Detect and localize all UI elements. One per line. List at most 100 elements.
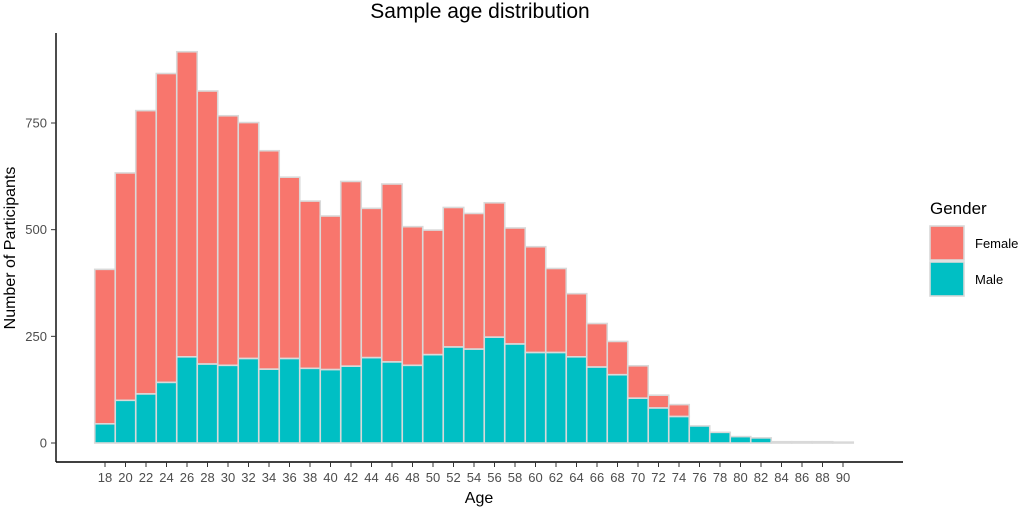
bar-male-58 — [503, 343, 527, 444]
bar-male-90 — [831, 441, 855, 444]
bar-female-48 — [401, 225, 424, 367]
bar-male-56 — [483, 336, 506, 444]
bar-male-68 — [606, 373, 629, 444]
x-ticks: 18 20 22 24 26 28 30 32 34 36 38 40 42 44 46 48 50 52 54 56… — [98, 462, 850, 485]
bar-female-44 — [360, 207, 383, 359]
bar-male-82 — [749, 437, 773, 444]
bar-female-60 — [524, 245, 547, 354]
bar-male-84 — [770, 440, 793, 444]
y-axis-title: Number of Participants — [2, 167, 19, 330]
x-tick-label-24: 24 — [159, 470, 173, 485]
x-tick-label-88: 88 — [815, 470, 829, 485]
x-tick-label-32: 32 — [241, 470, 255, 485]
x-tick-label-22: 22 — [139, 470, 153, 485]
bar-female-18 — [93, 268, 117, 425]
x-tick-label-62: 62 — [549, 470, 563, 485]
bar-female-70 — [626, 364, 650, 400]
x-tick-label-44: 44 — [364, 470, 378, 485]
legend: Gender Female Male — [929, 199, 1018, 297]
bar-male-72 — [647, 407, 670, 444]
bar-female-62 — [544, 267, 568, 354]
bars — [93, 50, 855, 444]
x-tick-label-48: 48 — [405, 470, 419, 485]
bar-male-88 — [811, 440, 834, 444]
bar-female-30 — [216, 114, 240, 367]
x-tick-label-82: 82 — [754, 470, 768, 485]
bar-male-66 — [585, 366, 609, 444]
y-tick-label-0: 0 — [40, 436, 47, 451]
x-tick-label-90: 90 — [836, 470, 850, 485]
x-tick-label-72: 72 — [651, 470, 665, 485]
bar-male-46 — [380, 361, 404, 444]
x-tick-label-74: 74 — [672, 470, 686, 485]
y-tick-label-500: 500 — [25, 222, 47, 237]
bar-female-72 — [647, 394, 670, 409]
bar-male-24 — [155, 381, 178, 444]
bar-female-42 — [339, 180, 363, 368]
legend-label-male: Male — [975, 272, 1003, 287]
bar-male-74 — [667, 415, 691, 444]
bar-male-86 — [790, 440, 814, 444]
bar-male-54 — [462, 348, 486, 444]
x-tick-label-18: 18 — [98, 470, 112, 485]
bar-male-22 — [134, 393, 158, 444]
bar-female-36 — [278, 176, 301, 360]
bar-male-48 — [401, 364, 424, 444]
x-tick-label-58: 58 — [508, 470, 522, 485]
bar-male-60 — [524, 351, 547, 444]
x-tick-label-40: 40 — [323, 470, 337, 485]
x-tick-label-26: 26 — [180, 470, 194, 485]
bar-male-18 — [93, 422, 117, 444]
bar-female-28 — [196, 90, 219, 365]
bar-male-32 — [237, 357, 260, 444]
bar-female-52 — [442, 206, 465, 348]
bar-male-36 — [278, 357, 301, 444]
y-tick-label-250: 250 — [25, 329, 47, 344]
bar-male-80 — [729, 435, 752, 444]
x-tick-label-20: 20 — [118, 470, 132, 485]
legend-key-female — [929, 225, 965, 261]
bar-male-50 — [421, 353, 445, 444]
bar-male-42 — [339, 365, 363, 444]
bar-male-78 — [708, 431, 732, 444]
x-tick-label-66: 66 — [590, 470, 604, 485]
bar-male-44 — [360, 356, 383, 444]
bar-male-40 — [319, 368, 342, 444]
bar-male-38 — [298, 367, 322, 444]
bar-female-68 — [606, 340, 629, 376]
legend-key-male — [929, 261, 965, 297]
x-axis-title: Age — [465, 490, 494, 507]
chart-title: Sample age distribution — [370, 0, 589, 23]
x-tick-label-84: 84 — [774, 470, 788, 485]
bar-female-74 — [667, 403, 691, 418]
bar-female-22 — [134, 109, 158, 395]
x-tick-label-28: 28 — [200, 470, 214, 485]
bar-male-76 — [688, 425, 711, 444]
x-tick-label-70: 70 — [631, 470, 645, 485]
x-tick-label-36: 36 — [282, 470, 296, 485]
bar-male-70 — [626, 397, 650, 444]
bar-female-54 — [462, 212, 486, 350]
x-tick-label-78: 78 — [713, 470, 727, 485]
x-tick-label-76: 76 — [692, 470, 706, 485]
x-tick-label-46: 46 — [385, 470, 399, 485]
x-tick-label-64: 64 — [569, 470, 583, 485]
bar-male-28 — [196, 363, 219, 444]
bar-female-64 — [565, 292, 588, 358]
bar-male-34 — [257, 368, 281, 444]
x-tick-label-80: 80 — [733, 470, 747, 485]
bar-male-26 — [175, 356, 199, 444]
y-tick-label-750: 750 — [25, 116, 47, 131]
bar-male-30 — [216, 364, 240, 444]
x-tick-label-34: 34 — [262, 470, 276, 485]
bar-female-26 — [175, 50, 199, 358]
bar-female-40 — [319, 215, 342, 371]
bar-female-20 — [114, 172, 137, 402]
x-tick-label-54: 54 — [467, 470, 481, 485]
bar-female-66 — [585, 322, 609, 368]
bar-female-38 — [298, 200, 322, 370]
bar-female-56 — [483, 201, 506, 338]
x-tick-label-50: 50 — [426, 470, 440, 485]
bar-male-52 — [442, 346, 465, 444]
